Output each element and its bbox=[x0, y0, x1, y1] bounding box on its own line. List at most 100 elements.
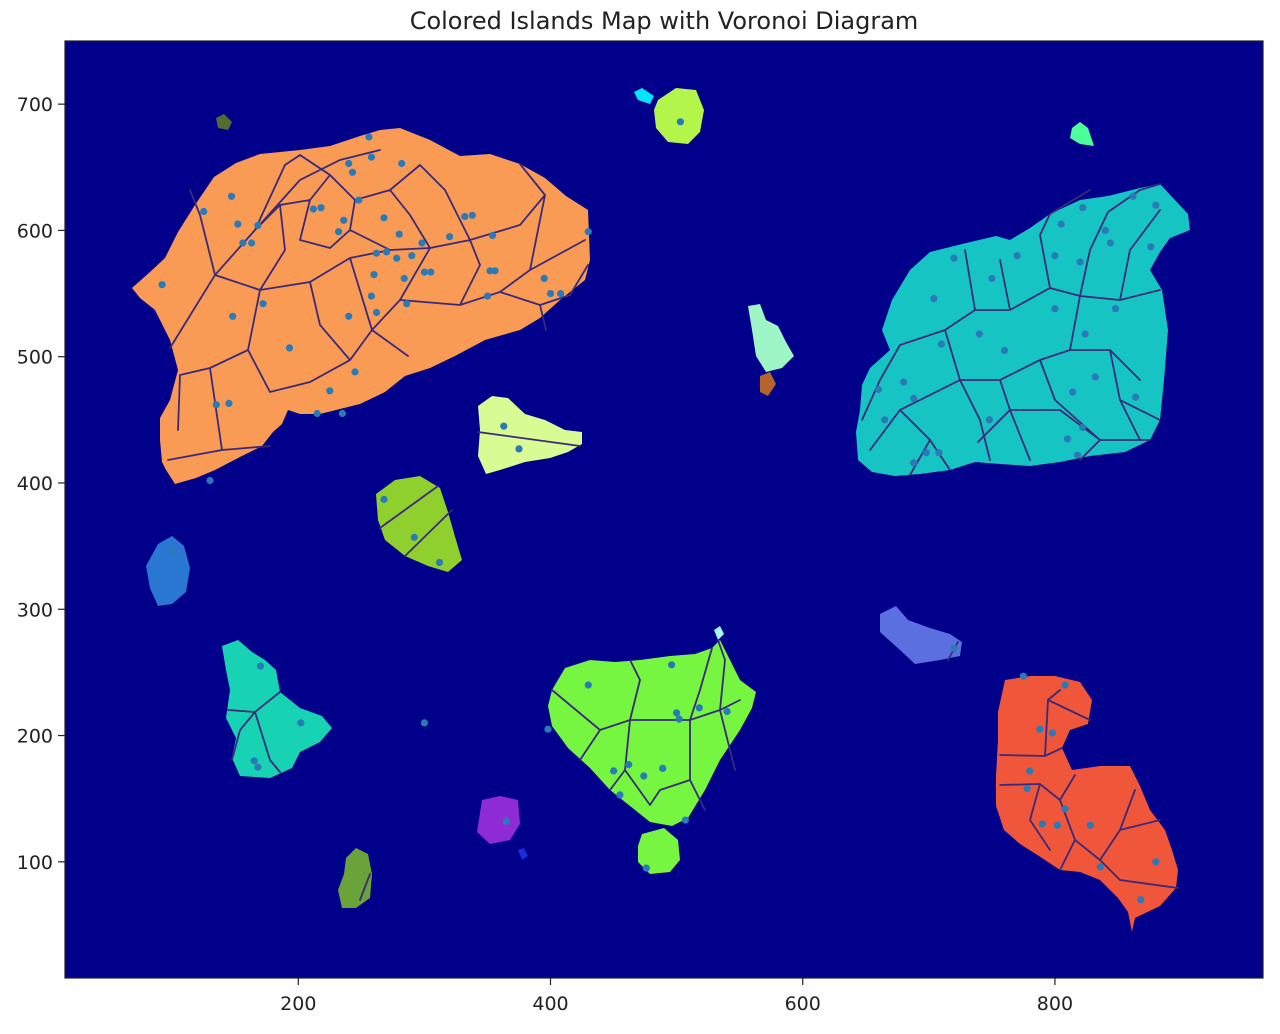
site-point-12 bbox=[335, 228, 343, 236]
y-tick-label-3: 400 bbox=[17, 473, 53, 495]
site-point-16 bbox=[340, 216, 348, 224]
site-point-124 bbox=[1152, 858, 1160, 866]
voronoi-edges-cyan bbox=[861, 183, 1161, 476]
site-point-79 bbox=[874, 385, 883, 394]
site-point-34 bbox=[338, 409, 346, 418]
site-point-2 bbox=[227, 192, 236, 200]
site-point-115 bbox=[1048, 729, 1056, 737]
site-point-32 bbox=[326, 387, 334, 395]
site-point-85 bbox=[935, 449, 943, 457]
island-dark-blue bbox=[518, 848, 528, 860]
site-point-111 bbox=[1147, 243, 1155, 251]
site-point-44 bbox=[468, 211, 476, 219]
site-point-50 bbox=[546, 290, 555, 298]
site-point-101 bbox=[1063, 435, 1072, 443]
site-point-107 bbox=[1101, 226, 1109, 234]
site-point-78 bbox=[642, 864, 650, 872]
island-green bbox=[548, 640, 756, 826]
site-point-82 bbox=[910, 394, 918, 402]
island-olive bbox=[376, 476, 462, 572]
x-axis: 200 400 600 800 bbox=[280, 978, 1073, 1015]
island-light-cyan bbox=[714, 626, 724, 640]
site-point-1 bbox=[200, 207, 208, 216]
site-point-20 bbox=[370, 271, 378, 279]
site-point-80 bbox=[881, 416, 889, 424]
site-point-42 bbox=[446, 233, 454, 241]
site-point-125 bbox=[950, 644, 958, 653]
site-point-46 bbox=[491, 267, 499, 275]
site-point-65 bbox=[544, 725, 552, 733]
island-teal bbox=[222, 640, 332, 778]
site-point-114 bbox=[1036, 725, 1044, 733]
site-point-105 bbox=[1057, 220, 1065, 228]
site-point-33 bbox=[313, 409, 321, 418]
site-point-97 bbox=[1081, 330, 1089, 338]
site-point-84 bbox=[922, 449, 930, 457]
site-point-90 bbox=[975, 330, 983, 338]
site-point-102 bbox=[1074, 451, 1082, 459]
site-point-91 bbox=[1000, 346, 1009, 354]
voronoi-edges-khaki bbox=[359, 873, 371, 901]
site-point-63 bbox=[420, 719, 428, 727]
site-point-17 bbox=[365, 133, 373, 141]
y-tick-label-4: 500 bbox=[17, 347, 53, 369]
voronoi-sites bbox=[158, 118, 1160, 904]
site-point-68 bbox=[723, 707, 731, 716]
site-point-47 bbox=[483, 292, 492, 300]
site-point-121 bbox=[1086, 821, 1094, 829]
site-point-108 bbox=[1106, 239, 1114, 247]
site-point-31 bbox=[351, 368, 359, 376]
site-point-113 bbox=[1061, 681, 1069, 689]
island-small-green bbox=[1070, 122, 1094, 146]
site-point-106 bbox=[1079, 204, 1087, 212]
site-point-103 bbox=[1132, 393, 1140, 401]
site-point-73 bbox=[616, 791, 624, 799]
site-point-123 bbox=[1137, 896, 1145, 904]
site-point-70 bbox=[673, 709, 681, 717]
site-point-104 bbox=[1111, 305, 1120, 313]
island-purple bbox=[477, 796, 520, 844]
voronoi-edges-red bbox=[999, 689, 1179, 889]
y-axis: 100 200 300 400 500 600 700 bbox=[17, 94, 65, 874]
site-point-75 bbox=[659, 764, 667, 773]
site-point-25 bbox=[400, 274, 408, 282]
site-point-59 bbox=[256, 662, 265, 670]
island-orange bbox=[132, 128, 590, 484]
site-point-39 bbox=[206, 476, 214, 485]
site-point-58 bbox=[168, 548, 176, 557]
site-point-126 bbox=[676, 118, 685, 126]
site-point-67 bbox=[695, 704, 703, 712]
chart-title: Colored Islands Map with Voronoi Diagram bbox=[410, 7, 919, 35]
site-point-62 bbox=[254, 763, 262, 771]
y-tick-label-6: 700 bbox=[17, 94, 53, 116]
x-tick-label-0: 200 bbox=[280, 993, 316, 1015]
site-point-87 bbox=[930, 295, 938, 303]
site-point-120 bbox=[1053, 821, 1061, 829]
site-point-49 bbox=[540, 274, 548, 282]
site-point-45 bbox=[486, 267, 494, 275]
site-point-23 bbox=[393, 254, 401, 262]
island-periwinkle bbox=[880, 606, 962, 664]
island-brown bbox=[760, 372, 776, 396]
site-point-60 bbox=[297, 719, 305, 727]
site-point-112 bbox=[1019, 672, 1027, 680]
site-point-35 bbox=[367, 292, 375, 300]
site-point-119 bbox=[1038, 820, 1046, 828]
site-point-99 bbox=[1069, 388, 1077, 396]
site-point-69 bbox=[675, 715, 683, 723]
voronoi-edges-olive bbox=[379, 485, 453, 557]
site-point-14 bbox=[348, 168, 357, 176]
site-point-93 bbox=[1013, 252, 1021, 260]
site-point-5 bbox=[248, 239, 256, 247]
site-point-74 bbox=[640, 772, 648, 780]
site-point-29 bbox=[420, 268, 428, 276]
voronoi-edges-lemon bbox=[477, 431, 581, 447]
site-point-19 bbox=[372, 249, 381, 257]
site-point-110 bbox=[1152, 201, 1160, 209]
site-point-36 bbox=[372, 308, 381, 317]
island-mint bbox=[748, 304, 794, 372]
site-point-38 bbox=[212, 401, 220, 409]
site-point-10 bbox=[309, 205, 317, 213]
site-point-81 bbox=[900, 378, 908, 386]
y-tick-label-0: 100 bbox=[17, 852, 53, 874]
